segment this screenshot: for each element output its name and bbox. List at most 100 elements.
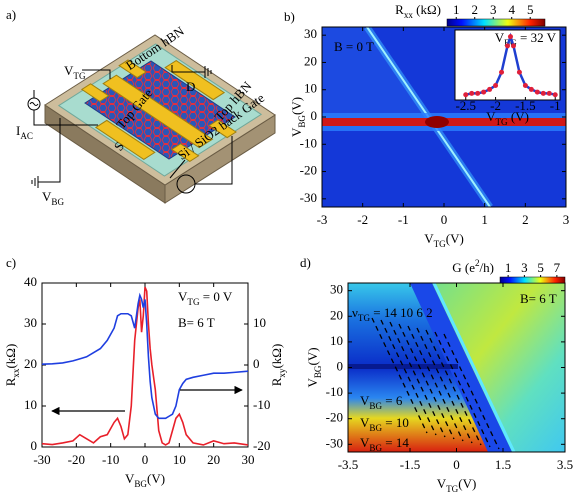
x-tick-label: -1.5: [400, 457, 421, 472]
y-axis-label-part: V: [305, 378, 320, 388]
y-axis-label: VBG(V): [305, 347, 323, 387]
colorbar-tick-label: 1: [453, 2, 460, 17]
y-tick-label: -30: [326, 435, 343, 450]
x-axis-label-part: V: [437, 476, 447, 491]
y-tick-label: 0: [337, 358, 344, 373]
terminal-label-part: TG: [73, 71, 86, 81]
y-tick-label: 20: [330, 307, 343, 322]
y-tick-label: 0: [31, 438, 38, 453]
x-axis-label-part: (V): [147, 471, 165, 486]
x-tick-label: 0: [441, 212, 448, 227]
y-tick-label: -20: [326, 410, 343, 425]
colorbar-tick-label: 3: [490, 2, 497, 17]
inset-x-tick-label: -1: [550, 98, 561, 113]
y2-tick-label: -20: [253, 438, 270, 453]
inset-x-tick-label: -2.5: [455, 98, 476, 113]
level-label: VBG = 6: [360, 393, 403, 411]
filling-label-part: TG: [358, 313, 371, 323]
x-axis-label-part: V: [125, 471, 135, 486]
x-tick-label: 10: [173, 452, 186, 467]
annotation-part: = 0 V: [200, 289, 233, 304]
filling-label: νTG = 14 10 6 2: [352, 305, 433, 323]
inset-marker: [505, 43, 510, 49]
dashed-guide: [407, 325, 464, 442]
terminal-label-part: V: [64, 63, 74, 78]
colorbar-tick-label: 2: [471, 2, 478, 17]
field-annotation: B = 0 T: [334, 39, 374, 54]
inset-x-tick-label: -1.5: [515, 98, 536, 113]
inset-marker: [522, 82, 528, 88]
dashed-guide: [380, 319, 437, 436]
x-axis-label: VTG(V): [437, 476, 477, 494]
x-axis-label: VTG(V): [424, 231, 464, 249]
dashed-guide: [416, 327, 473, 444]
y-axis-label: VBG(V): [289, 97, 307, 137]
level-label-part: BG: [369, 401, 382, 411]
colorbar-tick-label: 5: [537, 260, 544, 275]
x-tick-label: 20: [207, 452, 220, 467]
colorbar-tick-label: 4: [508, 2, 515, 17]
colorbar-label: G (e2/h): [452, 258, 494, 275]
y2-tick-label: 0: [253, 356, 260, 371]
y-tick-label: -30: [300, 190, 317, 205]
dashed-guide: [425, 329, 482, 446]
terminal-label: VTG: [64, 63, 86, 81]
x-axis-label-part: (V): [458, 476, 476, 491]
y-tick-label: -10: [300, 135, 317, 150]
level-label: VBG = 10: [360, 415, 409, 433]
y2-axis-label: Rxy(kΩ): [269, 344, 287, 387]
inset-annotation-part: BG: [504, 38, 517, 48]
inset-marker: [487, 86, 493, 92]
y2-axis-label-part: R: [269, 377, 284, 386]
colorbar-tick-label: 1: [505, 260, 512, 275]
inset-marker: [546, 90, 552, 96]
heatmap: [348, 283, 565, 452]
x-tick-label: -3: [317, 212, 328, 227]
inset-marker: [516, 69, 522, 75]
y-axis-label-part: (V): [289, 97, 304, 115]
colorbar-label-part: xx: [404, 10, 414, 20]
dashed-guide: [434, 331, 491, 448]
field-annotation: B= 6 T: [520, 291, 557, 306]
y-tick-label: 40: [24, 274, 37, 289]
y-tick-label: 20: [304, 53, 317, 68]
filling-label-part: = 14 10 6 2: [370, 305, 433, 320]
heatmap-feature: [425, 116, 449, 128]
inset-frame: [454, 29, 561, 101]
y-axis-label-part: (V): [305, 347, 320, 365]
dashed-guide: [371, 317, 428, 434]
x-axis-label-part: V: [424, 231, 434, 246]
inset-x-tick-label: -2: [490, 98, 501, 113]
electrode-label: D: [186, 79, 195, 94]
filling-label-part: ν: [352, 305, 358, 320]
y-tick-label: 10: [304, 81, 317, 96]
level-label-part: V: [360, 393, 370, 408]
terminal-label: IAC: [16, 123, 33, 141]
annotation-part: V: [178, 289, 188, 304]
x-tick-label: 1.5: [495, 457, 511, 472]
inset-marker: [534, 89, 540, 95]
y-tick-label: 0: [311, 108, 318, 123]
series-line: [41, 286, 249, 446]
x-tick-label: -20: [68, 452, 85, 467]
device-schematic: [27, 34, 276, 204]
inset-marker: [475, 90, 481, 96]
x-tick-label: -10: [102, 452, 119, 467]
annotation: VTG = 0 V: [178, 289, 233, 307]
panel-label: a): [6, 7, 16, 22]
x-tick-label: 3: [563, 212, 570, 227]
level-label-part: V: [360, 415, 370, 430]
level-label-part: BG: [369, 423, 382, 433]
inset-x-label-part: (V): [508, 109, 529, 124]
y-tick-label: -20: [300, 163, 317, 178]
terminal-label-part: AC: [20, 131, 33, 141]
level-label-part: = 6: [382, 393, 403, 408]
level-label-part: BG: [369, 443, 382, 453]
y2-tick-label: 10: [253, 315, 266, 330]
inset-annotation-part: = 32 V: [517, 30, 557, 45]
inset-marker: [552, 92, 558, 98]
heatmap-feature: [432, 283, 516, 452]
x-tick-label: 30: [242, 452, 255, 467]
inset-marker: [469, 90, 475, 96]
y-tick-label: 10: [24, 397, 37, 412]
